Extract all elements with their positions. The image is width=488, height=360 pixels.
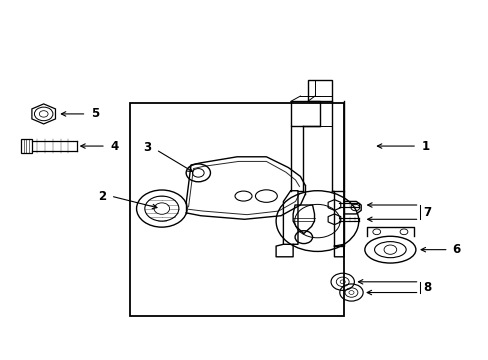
Text: 7: 7 <box>423 206 431 219</box>
Bar <box>21 139 31 153</box>
Text: 3: 3 <box>142 141 151 154</box>
Text: 1: 1 <box>421 140 429 153</box>
Text: 2: 2 <box>98 190 106 203</box>
Text: 5: 5 <box>91 107 100 120</box>
Text: 8: 8 <box>423 281 431 294</box>
Text: 6: 6 <box>452 243 460 256</box>
Bar <box>130 103 344 316</box>
Text: 4: 4 <box>111 140 119 153</box>
